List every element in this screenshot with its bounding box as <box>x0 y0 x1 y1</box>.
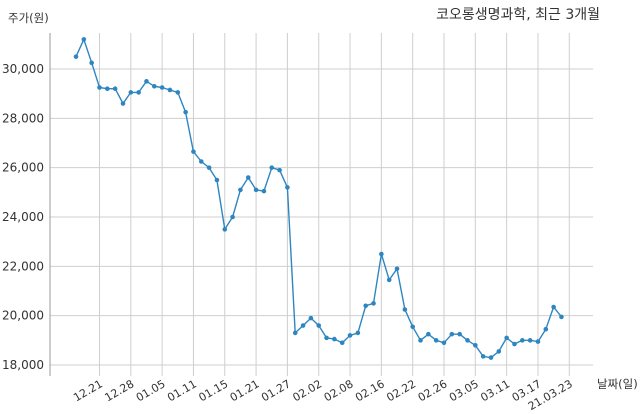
data-point <box>457 331 462 337</box>
data-point <box>253 187 259 193</box>
x-tick-label: 03.11 <box>478 377 512 404</box>
y-tick-label: 26,000 <box>2 161 44 175</box>
data-point <box>426 331 431 337</box>
data-point <box>175 90 181 95</box>
grid-lines <box>50 33 593 376</box>
data-point <box>496 349 502 354</box>
data-point <box>300 323 306 328</box>
series-group <box>73 37 564 360</box>
data-point <box>89 60 94 66</box>
data-point <box>120 101 126 106</box>
data-point <box>473 342 478 348</box>
data-point <box>535 339 541 344</box>
x-tick-label: 02.02 <box>290 377 324 404</box>
x-tick-label: 03.05 <box>447 377 481 404</box>
data-point <box>433 338 439 343</box>
data-point <box>81 37 87 42</box>
data-point <box>332 336 337 342</box>
y-axis-label: 주가(원) <box>8 11 49 25</box>
y-tick-labels: 18,000 20,000 22,000 24,000 26,000 28,000 30,0… <box>2 62 44 372</box>
data-point <box>159 85 165 90</box>
x-tick-label: 02.26 <box>416 377 450 404</box>
data-point <box>285 185 290 190</box>
data-point <box>527 338 533 343</box>
data-point <box>167 87 173 93</box>
data-point <box>238 187 243 193</box>
data-point <box>206 165 212 170</box>
data-point <box>316 323 322 328</box>
x-tick-label: 02.22 <box>384 377 418 404</box>
data-point <box>324 335 329 341</box>
data-point <box>347 333 353 338</box>
data-point <box>105 86 110 92</box>
x-tick-label: 02.08 <box>322 377 356 404</box>
data-point <box>355 330 361 336</box>
data-point <box>465 338 470 343</box>
data-point <box>394 266 400 272</box>
x-tick-label: 12.28 <box>103 377 137 404</box>
data-point <box>136 90 141 95</box>
data-point <box>214 177 220 183</box>
data-point <box>551 304 556 310</box>
data-point <box>543 326 549 332</box>
data-point <box>230 214 235 220</box>
data-point <box>198 159 204 164</box>
data-point <box>261 188 267 194</box>
x-tick-label: 01.05 <box>134 377 168 404</box>
data-point <box>144 79 149 84</box>
data-point <box>488 355 494 360</box>
data-point <box>222 227 228 232</box>
y-tick-label: 18,000 <box>2 358 44 372</box>
data-point <box>112 86 118 92</box>
data-point <box>480 354 486 359</box>
data-point <box>559 314 564 320</box>
data-point <box>292 330 298 336</box>
data-point <box>308 315 314 321</box>
data-point <box>512 341 517 347</box>
data-point <box>520 338 525 343</box>
data-point <box>504 335 509 341</box>
data-point <box>371 301 376 306</box>
y-tick-label: 20,000 <box>2 309 44 323</box>
data-point <box>183 109 188 115</box>
x-tick-label: 12.21 <box>71 377 105 404</box>
x-tick-labels: 12.2112.2801.0501.1101.1501.2101.2702.02… <box>71 377 575 413</box>
data-point <box>418 338 423 343</box>
x-tick-label: 01.27 <box>259 377 293 404</box>
data-point <box>73 54 79 59</box>
y-tick-label: 28,000 <box>2 111 44 125</box>
x-tick-label: 01.11 <box>165 377 199 404</box>
x-tick-label: 01.15 <box>196 377 230 404</box>
data-point <box>379 251 384 257</box>
data-point <box>402 307 408 312</box>
data-point <box>441 340 447 346</box>
data-point <box>449 331 455 337</box>
data-point <box>152 83 157 89</box>
data-point <box>269 165 275 170</box>
data-point <box>339 340 345 346</box>
data-point <box>363 303 369 309</box>
data-point <box>245 175 251 180</box>
data-point <box>128 90 134 95</box>
data-point <box>191 149 196 154</box>
data-point <box>97 85 102 90</box>
x-axis-label: 날짜(일) <box>597 377 638 391</box>
data-point <box>386 277 392 283</box>
y-tick-label: 22,000 <box>2 259 44 273</box>
data-point <box>410 324 415 330</box>
x-tick-label: 02.16 <box>353 377 387 404</box>
x-tick-label: 01.21 <box>228 377 262 404</box>
y-tick-label: 24,000 <box>2 210 44 224</box>
data-point <box>277 167 282 173</box>
chart-title: 코오롱생명과학, 최근 3개월 <box>436 7 600 23</box>
y-tick-label: 30,000 <box>2 62 44 76</box>
